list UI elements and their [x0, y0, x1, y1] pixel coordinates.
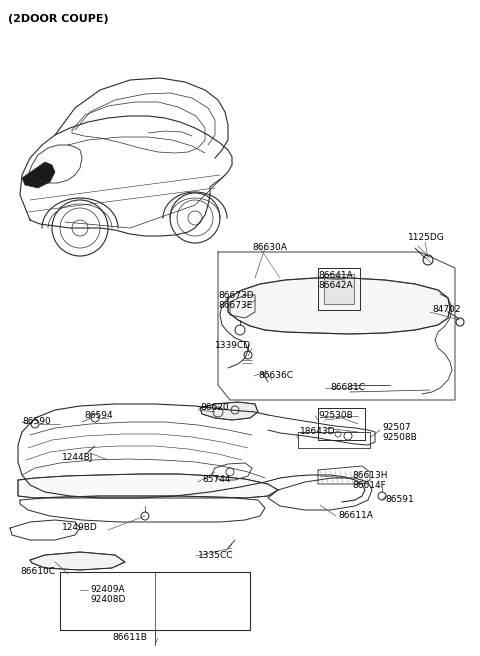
- Text: 86591: 86591: [385, 495, 414, 504]
- Text: 86636C: 86636C: [258, 371, 293, 380]
- Text: 86673D: 86673D: [218, 291, 253, 300]
- Text: 86611B: 86611B: [113, 634, 147, 642]
- Text: 85744: 85744: [202, 476, 230, 485]
- Text: 86673E: 86673E: [218, 300, 252, 310]
- Text: 86594: 86594: [84, 411, 113, 420]
- Polygon shape: [200, 402, 258, 420]
- Text: 86590: 86590: [22, 417, 51, 426]
- Text: 92408D: 92408D: [90, 596, 125, 604]
- Text: 86613H: 86613H: [352, 472, 387, 480]
- Text: 92409A: 92409A: [90, 586, 125, 594]
- Polygon shape: [228, 278, 450, 334]
- Text: 1335CC: 1335CC: [198, 552, 233, 560]
- Text: 1244BJ: 1244BJ: [62, 453, 94, 462]
- Text: (2DOOR COUPE): (2DOOR COUPE): [8, 14, 108, 24]
- Text: 92508B: 92508B: [382, 434, 417, 443]
- Text: 86610C: 86610C: [20, 567, 55, 577]
- Polygon shape: [22, 162, 55, 188]
- Text: 18643D: 18643D: [300, 428, 336, 436]
- Text: 92507: 92507: [382, 424, 410, 432]
- Text: 84702: 84702: [432, 306, 460, 314]
- Text: 92530B: 92530B: [318, 411, 353, 419]
- Text: 1125DG: 1125DG: [408, 234, 445, 243]
- Polygon shape: [30, 552, 125, 570]
- Polygon shape: [324, 274, 354, 304]
- Text: 86642A: 86642A: [318, 281, 353, 289]
- Text: 86611A: 86611A: [338, 512, 373, 520]
- Text: 86681C: 86681C: [330, 384, 365, 392]
- Text: 86630A: 86630A: [252, 243, 288, 253]
- Text: 86620: 86620: [200, 403, 228, 413]
- Polygon shape: [18, 474, 278, 498]
- Text: 86614F: 86614F: [352, 482, 386, 491]
- Text: 86641A: 86641A: [318, 270, 353, 279]
- Text: 1339CD: 1339CD: [215, 340, 251, 350]
- Text: 1249BD: 1249BD: [62, 523, 98, 533]
